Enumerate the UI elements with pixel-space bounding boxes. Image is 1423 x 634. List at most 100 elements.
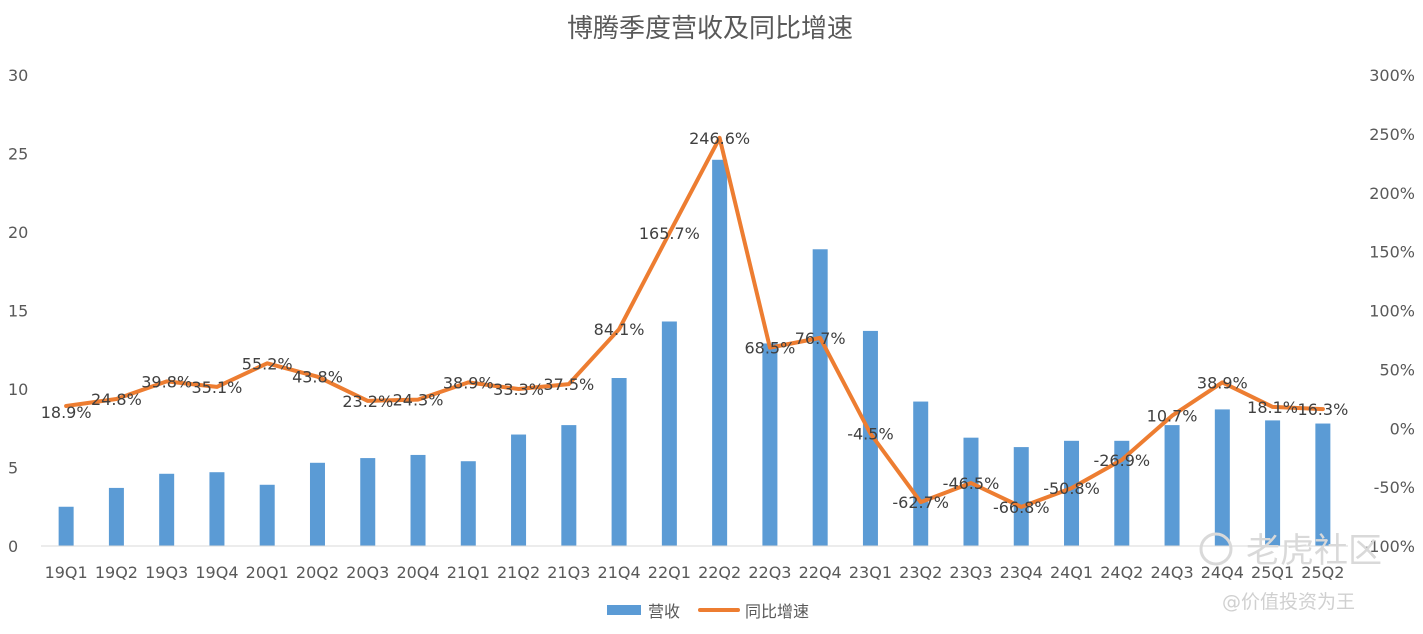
growth-data-label: 246.6%: [689, 129, 750, 148]
x-tick-label: 19Q4: [195, 563, 238, 582]
y-left-tick-label: 15: [8, 302, 28, 321]
growth-data-label: 38.9%: [1197, 373, 1248, 392]
growth-data-label: 18.1%: [1247, 398, 1298, 417]
growth-data-label: -50.8%: [1043, 479, 1100, 498]
x-tick-label: 22Q2: [698, 563, 741, 582]
y-left-tick-label: 5: [8, 459, 18, 478]
y-right-tick-label: 0%: [1390, 419, 1415, 438]
growth-data-label: 38.9%: [443, 373, 494, 392]
x-tick-label: 23Q2: [899, 563, 942, 582]
bar: [712, 159, 728, 546]
line-series: [64, 135, 1325, 509]
bar: [209, 472, 225, 546]
x-tick-label: 22Q1: [648, 563, 691, 582]
y-right-tick-label: 50%: [1379, 360, 1415, 379]
bar: [762, 343, 778, 546]
growth-data-label: -66.8%: [993, 498, 1050, 517]
x-tick-label: 25Q2: [1301, 563, 1344, 582]
y-right-tick-label: -50%: [1374, 478, 1415, 497]
bar: [159, 473, 175, 546]
legend-swatch-revenue: [607, 605, 641, 615]
x-axis: 19Q1 19Q2 19Q3 19Q4 20Q1 20Q2 20Q3 20Q4 21Q1 21Q2…: [45, 563, 1345, 582]
y-right-tick-label: 200%: [1369, 184, 1415, 203]
bar: [511, 434, 527, 546]
legend-label-revenue: 营收: [648, 602, 680, 621]
growth-data-label: 18.9%: [41, 403, 92, 422]
bar: [259, 484, 275, 546]
bar: [460, 461, 476, 546]
bar: [1164, 425, 1180, 546]
x-tick-label: 25Q1: [1251, 563, 1294, 582]
watermark: 老虎社区 @价值投资为王: [1199, 531, 1382, 613]
watermark-logo-icon: [1199, 532, 1233, 566]
x-tick-label: 20Q2: [296, 563, 339, 582]
x-tick-label: 20Q3: [346, 563, 389, 582]
bar: [410, 454, 426, 546]
growth-data-label: 43.8%: [292, 368, 343, 387]
x-tick-label: 21Q1: [447, 563, 490, 582]
growth-data-label: 24.3%: [393, 391, 444, 410]
watermark-brand: 老虎社区: [1246, 531, 1382, 571]
growth-data-label: 55.2%: [242, 354, 293, 373]
bar: [913, 401, 929, 546]
growth-data-label: 10.7%: [1147, 407, 1198, 426]
bar: [1064, 440, 1080, 546]
bar: [963, 437, 979, 546]
x-tick-label: 19Q3: [145, 563, 188, 582]
bar: [1214, 409, 1230, 546]
growth-data-label: -4.5%: [847, 425, 893, 444]
growth-data-label: 68.5%: [744, 339, 795, 358]
growth-data-label: 76.7%: [795, 329, 846, 348]
y-left-tick-label: 30: [8, 66, 28, 85]
bar: [661, 321, 677, 546]
data-labels: 18.9%24.8%39.8% 35.1% 55.2%43.8% 23.2% 24.3%…: [41, 129, 1349, 517]
bar-series: [58, 159, 1331, 546]
growth-data-label: -46.5%: [943, 474, 1000, 493]
bar: [360, 458, 376, 546]
y-right-tick-label: 100%: [1369, 302, 1415, 321]
y-right-tick-label: -100%: [1363, 537, 1415, 556]
growth-data-label: 84.1%: [594, 320, 645, 339]
growth-data-label: -62.7%: [892, 493, 949, 512]
x-tick-label: 23Q4: [1000, 563, 1043, 582]
watermark-author: @价值投资为王: [1222, 591, 1355, 613]
bar: [1013, 447, 1029, 546]
bar: [561, 425, 577, 546]
right-axis: -100% -50% 0% 50% 100% 150% 200% 250% 300%: [1363, 66, 1415, 556]
x-tick-label: 24Q4: [1201, 563, 1244, 582]
x-tick-label: 23Q1: [849, 563, 892, 582]
bar: [108, 487, 124, 546]
bar: [58, 506, 74, 546]
bar: [611, 378, 627, 546]
x-tick-label: 21Q2: [497, 563, 540, 582]
bar: [1315, 423, 1331, 546]
x-tick-label: 24Q1: [1050, 563, 1093, 582]
y-left-tick-label: 10: [8, 380, 28, 399]
growth-data-label: 165.7%: [639, 224, 700, 243]
y-left-tick-label: 0: [8, 537, 18, 556]
chart-title: 博腾季度营收及同比增速: [567, 14, 853, 44]
x-tick-label: 20Q4: [396, 563, 439, 582]
x-tick-label: 22Q4: [799, 563, 842, 582]
growth-data-label: 23.2%: [342, 392, 393, 411]
growth-data-label: 24.8%: [91, 390, 142, 409]
legend: 营收 同比增速: [607, 602, 809, 621]
x-tick-label: 24Q3: [1150, 563, 1193, 582]
bar: [1265, 420, 1281, 546]
growth-data-label: 37.5%: [543, 375, 594, 394]
bar: [309, 462, 325, 546]
bar: [1114, 440, 1130, 546]
y-right-tick-label: 250%: [1369, 125, 1415, 144]
legend-label-growth: 同比增速: [745, 602, 809, 621]
growth-data-label: 33.3%: [493, 380, 544, 399]
x-tick-label: 19Q1: [45, 563, 88, 582]
x-tick-label: 19Q2: [95, 563, 138, 582]
y-right-tick-label: 150%: [1369, 243, 1415, 262]
growth-data-label: 16.3%: [1297, 400, 1348, 419]
x-tick-label: 21Q4: [598, 563, 641, 582]
y-left-tick-label: 20: [8, 223, 28, 242]
growth-data-label: 39.8%: [141, 372, 192, 391]
growth-line: [64, 135, 1325, 509]
y-left-tick-label: 25: [8, 145, 28, 164]
